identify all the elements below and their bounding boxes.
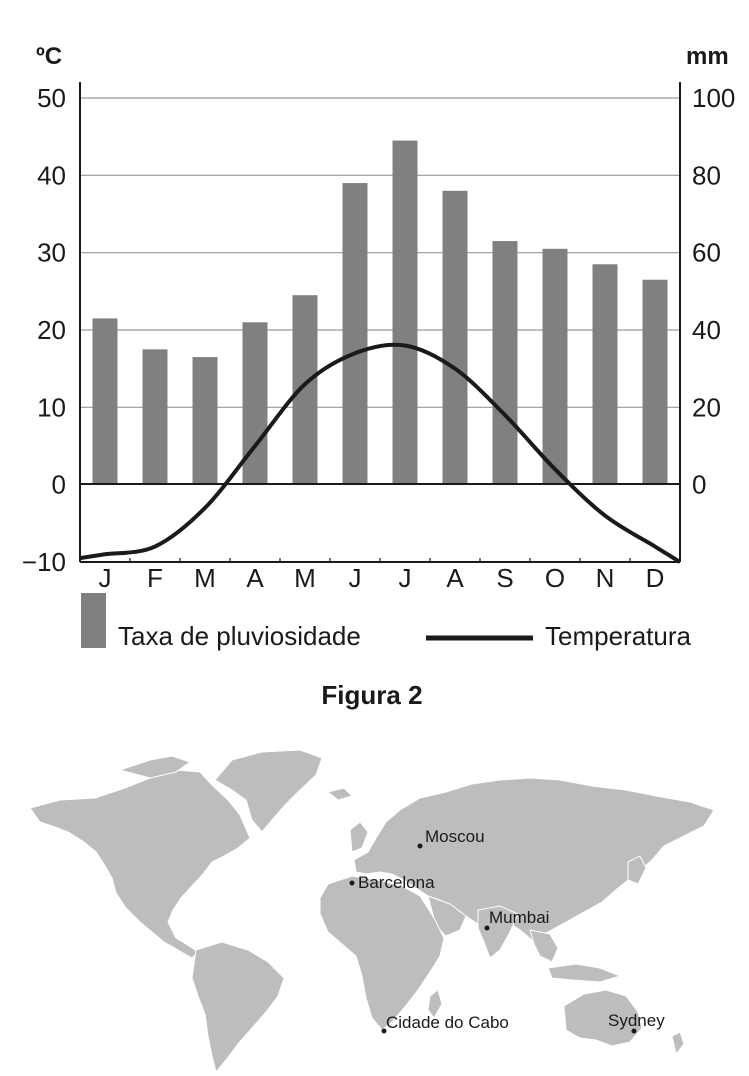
left-axis-unit: ºC xyxy=(36,43,62,70)
cidade-do-cabo-label: Cidade do Cabo xyxy=(386,1013,509,1032)
month-label: M xyxy=(294,563,316,593)
legend-temperature-label: Temperatura xyxy=(545,621,691,651)
world-map xyxy=(29,749,715,1074)
india-shape xyxy=(477,905,519,959)
south-america-shape xyxy=(191,941,285,1074)
indonesia-shape xyxy=(547,963,622,983)
month-label: O xyxy=(545,563,565,593)
right-tick-labels: 100 80 60 40 20 0 xyxy=(692,83,735,500)
rainfall-bar xyxy=(342,183,368,485)
rainfall-bar xyxy=(292,295,318,485)
rainfall-bar xyxy=(642,279,668,485)
month-label: A xyxy=(446,563,464,593)
right-tick-label: 20 xyxy=(692,392,721,422)
britain-shape xyxy=(349,821,369,853)
month-label: F xyxy=(147,563,163,593)
rainfall-bar xyxy=(442,190,468,485)
temperature-line xyxy=(79,342,682,564)
mumbai-dot xyxy=(484,925,490,931)
left-tick-label: 0 xyxy=(52,470,66,500)
right-tick-label: 40 xyxy=(692,315,721,345)
africa-shape xyxy=(319,875,445,1031)
legend: Taxa de pluviosidade Temperatura xyxy=(81,593,691,651)
month-label: J xyxy=(399,563,412,593)
month-label: N xyxy=(596,563,615,593)
rainfall-bars xyxy=(92,140,668,485)
right-tick-label: 100 xyxy=(692,83,735,113)
month-label: J xyxy=(349,563,362,593)
australia-shape xyxy=(563,989,643,1047)
rainfall-bar xyxy=(592,264,618,485)
rainfall-bar xyxy=(92,318,118,485)
rainfall-bar xyxy=(192,357,218,485)
sydney-label: Sydney xyxy=(608,1011,665,1030)
north-america-shape xyxy=(29,769,251,959)
mumbai-label: Mumbai xyxy=(489,908,549,927)
moscou-label: Moscou xyxy=(425,827,485,846)
barcelona-dot xyxy=(349,880,355,886)
month-label: M xyxy=(194,563,216,593)
rainfall-bar xyxy=(492,241,518,485)
right-tick-label: 80 xyxy=(692,160,721,190)
month-label: D xyxy=(646,563,665,593)
cidade-do-cabo-dot xyxy=(381,1028,387,1034)
greenland-shape xyxy=(214,749,323,833)
axis-ticks xyxy=(79,558,681,562)
figure-caption: Figura 2 xyxy=(321,680,422,710)
left-tick-label: 50 xyxy=(37,83,66,113)
left-tick-label: −10 xyxy=(22,547,66,577)
month-label: A xyxy=(246,563,264,593)
legend-rainfall-label: Taxa de pluviosidade xyxy=(118,621,361,651)
gridlines xyxy=(80,97,680,408)
arctic-islands-shape xyxy=(118,755,192,779)
rainfall-bar xyxy=(142,349,168,485)
left-tick-label: 40 xyxy=(37,160,66,190)
month-label: S xyxy=(496,563,513,593)
iceland-shape xyxy=(326,787,353,801)
legend-bar-swatch xyxy=(81,593,106,648)
sydney-dot xyxy=(631,1028,637,1034)
left-tick-labels: 50 40 30 20 10 0 −10 xyxy=(22,83,66,577)
month-label: J xyxy=(99,563,112,593)
southeast-asia-shape xyxy=(529,929,559,963)
right-tick-label: 60 xyxy=(692,238,721,268)
right-axis-unit: mm xyxy=(686,43,729,70)
left-tick-label: 20 xyxy=(37,315,66,345)
left-tick-label: 30 xyxy=(37,238,66,268)
left-tick-label: 10 xyxy=(37,392,66,422)
right-tick-label: 0 xyxy=(692,470,706,500)
madagascar-shape xyxy=(427,989,443,1019)
city-markers: Moscou Barcelona Mumbai Cidade do Cabo S… xyxy=(349,827,665,1034)
new-zealand-shape xyxy=(671,1031,685,1056)
barcelona-label: Barcelona xyxy=(358,873,435,892)
rainfall-bar xyxy=(542,248,568,485)
moscou-dot xyxy=(417,843,423,849)
rainfall-bar xyxy=(392,140,418,485)
japan-shape xyxy=(627,855,647,885)
